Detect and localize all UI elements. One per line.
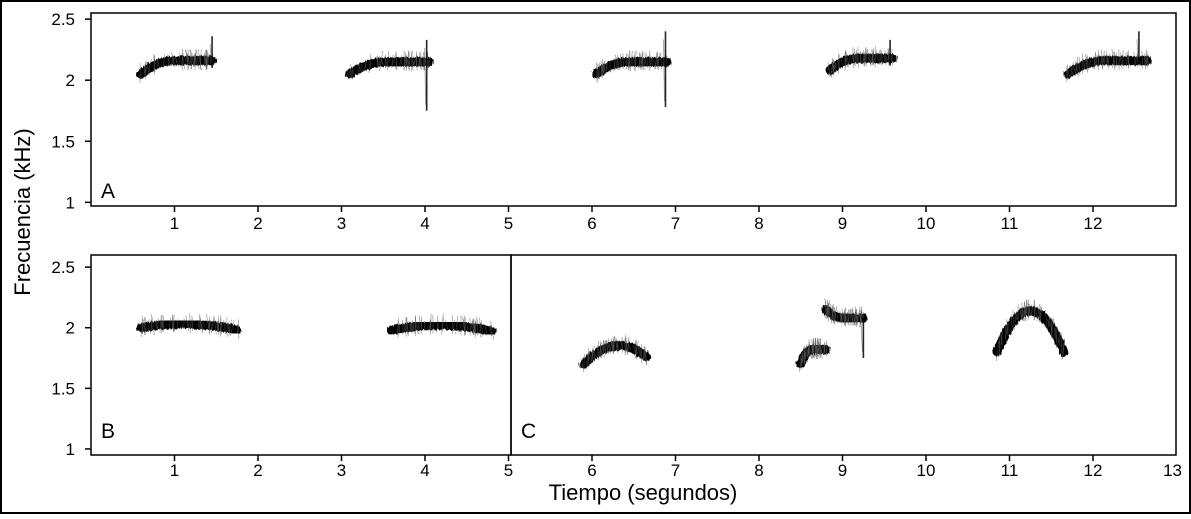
figure-border	[0, 0, 1191, 514]
